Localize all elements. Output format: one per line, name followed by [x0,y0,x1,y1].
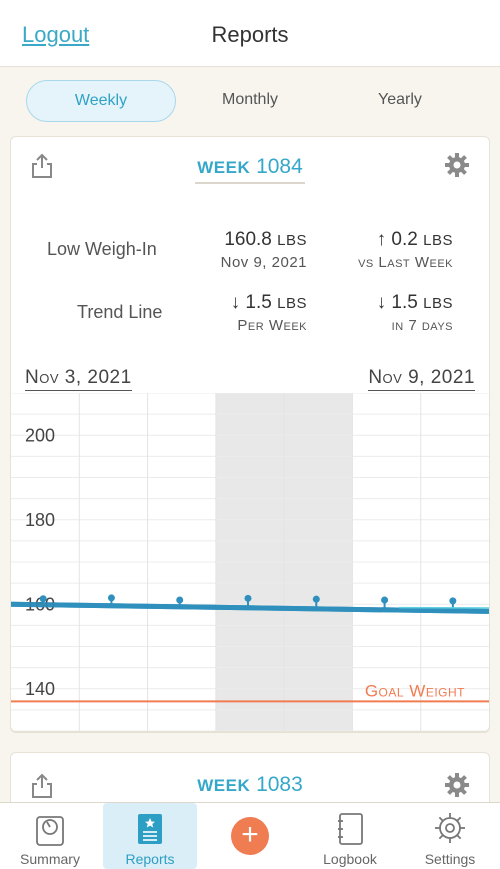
trend-number: ↓ 1.5 [231,292,272,313]
nav-add[interactable]: + [203,803,297,869]
week-title: WEEK 1083 [11,773,489,797]
week-title-underline [195,182,305,184]
goal-weight-label: Goal Weight [365,681,465,700]
y-tick-label: 140 [25,679,55,699]
nav-reports[interactable]: Reports [103,803,197,869]
low-weigh-in-label: Low Weigh-In [47,239,157,260]
nav-summary-label: Summary [3,851,97,867]
tab-yearly[interactable]: Yearly [326,80,474,120]
settings-icon [433,811,467,845]
report-icon [136,811,164,847]
week-number: 1083 [256,773,303,796]
week-title: WEEK 1084 [11,155,489,179]
tab-weekly[interactable]: Weekly [26,80,176,122]
trend2-number: ↓ 1.5 [377,292,418,313]
low-unit: LBS [277,232,307,249]
y-tick-label: 200 [25,425,55,445]
low-change-number: ↑ 0.2 [377,229,418,250]
weight-chart: Goal Weight200180160140 [11,393,489,731]
week-prefix: WEEK [197,776,250,795]
week-prefix: WEEK [197,158,250,177]
trend-note: Per Week [237,317,307,334]
page-title: Reports [0,22,500,48]
low-weigh-in-value: 160.8 LBS [224,229,307,251]
scale-icon [34,811,66,847]
nav-settings-label: Settings [403,851,497,867]
top-bar: Logout Reports [0,0,500,67]
trend-unit: LBS [277,295,307,312]
y-tick-label: 180 [25,510,55,530]
nav-reports-label: Reports [103,851,197,867]
weigh-in-point [40,595,47,602]
date-range-start[interactable]: Nov 3, 2021 [25,367,132,391]
nav-logbook-label: Logbook [303,851,397,867]
low-change-unit: LBS [423,232,453,249]
add-icon: + [231,817,269,855]
weigh-in-point [245,595,252,602]
date-range-end[interactable]: Nov 9, 2021 [368,367,475,391]
bottom-nav: Summary Reports + Logbook [0,802,500,869]
gear-icon[interactable] [445,773,469,797]
weigh-in-point [313,596,320,603]
nav-logbook[interactable]: Logbook [303,803,397,869]
low-weigh-in-date: Nov 9, 2021 [221,254,307,271]
weigh-in-point [381,597,388,604]
period-tabs: Weekly Monthly Yearly [0,80,500,122]
trend-value: ↓ 1.5 LBS [231,292,307,314]
nav-settings[interactable]: Settings [403,803,497,869]
low-value: 160.8 [224,229,272,250]
trend2-value: ↓ 1.5 LBS [377,292,453,314]
weigh-in-point [108,594,115,601]
week-number: 1084 [256,155,303,178]
weigh-in-point [449,597,456,604]
tab-monthly[interactable]: Monthly [176,80,324,120]
low-change-note: vs Last Week [358,254,453,271]
weigh-in-point [176,597,183,604]
trend2-note: in 7 days [392,317,453,334]
week-report-card: WEEK 1084 Low Weigh-In 160.8 LBS Nov 9, … [10,136,490,732]
logbook-icon [336,811,364,847]
gear-icon[interactable] [445,153,469,177]
trend2-unit: LBS [423,295,453,312]
nav-summary[interactable]: Summary [3,803,97,869]
trend-line-label: Trend Line [77,302,162,323]
low-change-value: ↑ 0.2 LBS [377,229,453,251]
